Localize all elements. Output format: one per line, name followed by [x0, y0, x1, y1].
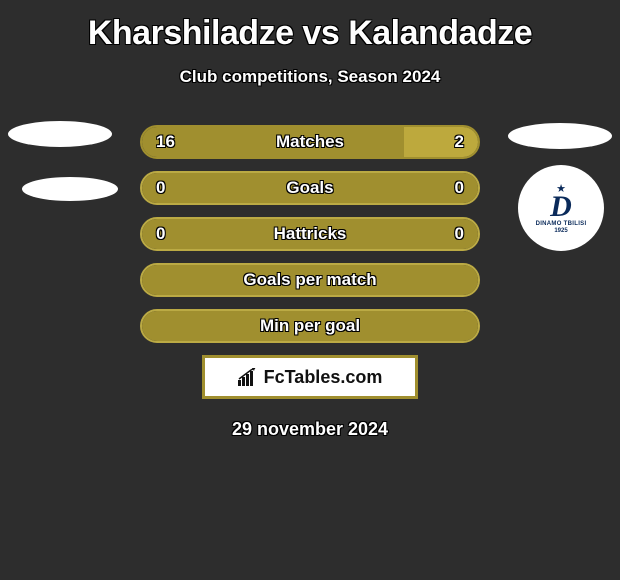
- stat-row: Matches 16 2: [140, 125, 480, 159]
- left-logo-2: [22, 177, 118, 201]
- stat-row: Min per goal: [140, 309, 480, 343]
- left-logos: [8, 117, 118, 201]
- stat-row: Goals per match: [140, 263, 480, 297]
- stat-label: Goals: [286, 178, 333, 198]
- stat-value-right: 2: [455, 132, 464, 152]
- subtitle: Club competitions, Season 2024: [0, 67, 620, 87]
- brand-box: FcTables.com: [202, 355, 418, 399]
- date-label: 29 november 2024: [0, 419, 620, 440]
- brand-text: FcTables.com: [264, 367, 383, 388]
- stat-value-left: 0: [156, 224, 165, 244]
- stat-label: Goals per match: [243, 270, 376, 290]
- stat-bar-left: [142, 173, 310, 203]
- stats-area: ★ D DINAMO TBILISI 1925 Matches 16 2 Goals 0…: [0, 125, 620, 440]
- bars-container: Matches 16 2 Goals 0 0 Hattricks 0 0 Goals per ma…: [140, 125, 480, 343]
- stat-value-left: 0: [156, 178, 165, 198]
- stat-label: Min per goal: [260, 316, 360, 336]
- right-logo-1: [508, 123, 612, 149]
- stat-row: Goals 0 0: [140, 171, 480, 205]
- right-club-badge: ★ D DINAMO TBILISI 1925: [518, 165, 604, 251]
- left-logo-1: [8, 121, 112, 147]
- club-name: DINAMO TBILISI: [536, 221, 587, 227]
- stat-value-right: 0: [455, 224, 464, 244]
- stat-bar-right: [404, 127, 478, 157]
- brand-chart-icon: [238, 368, 260, 386]
- club-letter: D: [550, 195, 572, 219]
- club-year: 1925: [552, 228, 569, 234]
- stat-row: Hattricks 0 0: [140, 217, 480, 251]
- stat-bar-left: [142, 127, 404, 157]
- stat-value-left: 16: [156, 132, 175, 152]
- stat-bar-right: [310, 173, 478, 203]
- stat-label: Hattricks: [274, 224, 347, 244]
- stat-value-right: 0: [455, 178, 464, 198]
- right-logos: ★ D DINAMO TBILISI 1925: [508, 117, 612, 251]
- stat-label: Matches: [276, 132, 344, 152]
- page-title: Kharshiladze vs Kalandadze: [0, 0, 620, 53]
